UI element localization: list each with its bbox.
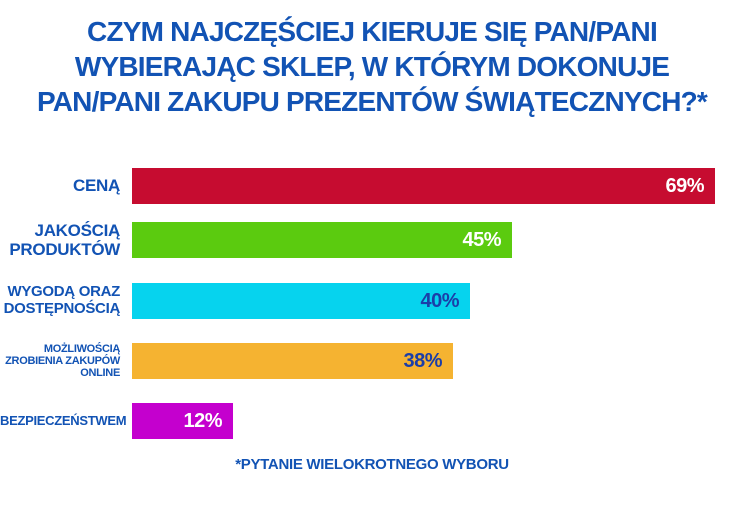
bar-value: 38% — [403, 349, 442, 372]
chart-row: MOŻLIWOŚCIĄ ZROBIENIA ZAKUPÓW ONLINE 38% — [0, 343, 744, 379]
chart-row: CENĄ 69% — [0, 168, 744, 204]
bar-label-line: PRODUKTÓW — [9, 240, 120, 259]
bar-category-label-cena: CENĄ — [0, 176, 120, 195]
bar-value: 40% — [420, 289, 459, 312]
bar-jakoscia-produktow: 45% — [132, 222, 512, 258]
chart-title-line: PAN/PANI ZAKUPU PREZENTÓW ŚWIĄTECZNYCH?* — [36, 86, 708, 117]
bar-label-line: CENĄ — [73, 176, 120, 196]
bar-label-line: WYGODĄ ORAZ — [7, 283, 120, 301]
bar-label-line: JAKOŚCIĄ — [34, 220, 121, 240]
bar-category-label-wygoda-dostepnosc: WYGODĄ ORAZ DOSTĘPNOŚCIĄ — [0, 283, 121, 318]
bar-label-line: ONLINE — [80, 367, 120, 380]
chart-row: WYGODĄ ORAZ DOSTĘPNOŚCIĄ 40% — [0, 283, 744, 319]
bar-category-label-jakoscia-produktow: JAKOŚCIĄ PRODUKTÓW — [0, 221, 120, 259]
bar-category-label-zakupy-online: MOŻLIWOŚCIĄ ZROBIENIA ZAKUPÓW ONLINE — [0, 343, 120, 380]
chart-row: BEZPIECZEŃSTWEM 12% — [0, 403, 744, 439]
bar-category-label-bezpieczenstwo: BEZPIECZEŃSTWEM — [0, 412, 127, 429]
bar-value: 69% — [665, 174, 704, 197]
bar-label-line: BEZPIECZEŃSTWEM — [0, 412, 127, 428]
bar-bezpieczenstwo: 12% — [132, 403, 233, 439]
bar-wygoda-dostepnosc: 40% — [132, 283, 470, 319]
chart-row: JAKOŚCIĄ PRODUKTÓW 45% — [0, 221, 744, 259]
bar-value: 45% — [462, 228, 501, 251]
chart-title: CZYM NAJCZĘŚCIEJ KIERUJE SIĘ PAN/PANI WY… — [0, 14, 744, 119]
chart-title-line: WYBIERAJĄC SKLEP, W KTÓRYM DOKONUJE — [74, 51, 670, 82]
chart-footnote: *PYTANIE WIELOKROTNEGO WYBORU — [235, 456, 509, 473]
bar-label-line: DOSTĘPNOŚCIĄ — [3, 300, 121, 317]
chart-title-line: CZYM NAJCZĘŚCIEJ KIERUJE SIĘ PAN/PANI — [87, 16, 658, 47]
bar-zakupy-online: 38% — [132, 343, 453, 379]
bar-label-line: MOŻLIWOŚCIĄ — [43, 342, 120, 355]
bar-label-line: ZROBIENIA ZAKUPÓW — [5, 354, 120, 367]
bar-cena: 69% — [132, 168, 715, 204]
bar-value: 12% — [183, 409, 222, 432]
